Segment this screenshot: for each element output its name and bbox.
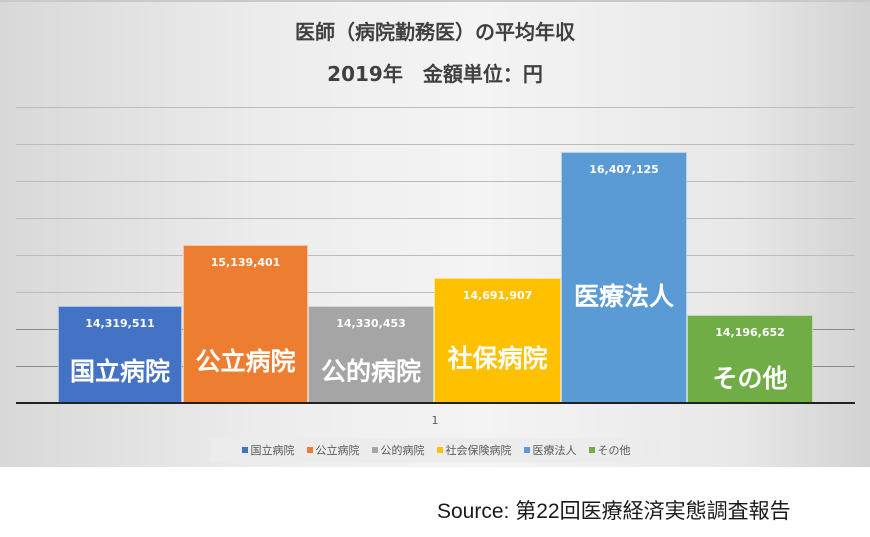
- data-label: 14,196,652: [715, 326, 785, 339]
- bar-social-insurance-hospital: 14,691,907 社保病院: [434, 278, 561, 403]
- bar-category-label: 公立病院: [195, 347, 296, 376]
- gridline: [16, 218, 855, 219]
- legend: 国立病院 公立病院 公的病院 社会保険病院 医療法人 その他: [210, 438, 662, 462]
- legend-item-quasi-public-hospital: 公的病院: [371, 442, 425, 458]
- source-caption: Source: 第22回医療経済実態調査報告: [437, 500, 791, 523]
- legend-item-medical-corporation: 医療法人: [523, 442, 577, 458]
- legend-item-other: その他: [588, 442, 631, 458]
- bar-category-label: その他: [712, 364, 788, 393]
- chart-area: 医師（病院勤務医）の平均年収 2019年 金額単位：円 14,319,511 国…: [0, 0, 870, 467]
- legend-label: 国立病院: [250, 444, 295, 457]
- bar-category-label: 国立病院: [69, 357, 170, 386]
- legend-label: 公立病院: [315, 444, 360, 457]
- legend-item-social-insurance-hospital: 社会保険病院: [436, 442, 512, 458]
- legend-label: 医療法人: [532, 444, 577, 457]
- legend-swatch-icon: [436, 447, 443, 453]
- legend-label: 社会保険病院: [445, 444, 512, 457]
- x-axis-tick-label: 1: [431, 414, 439, 427]
- x-axis-line: [16, 402, 855, 404]
- gridline: [16, 255, 855, 256]
- bar-public-hospital: 15,139,401 公立病院: [183, 245, 308, 403]
- data-label: 14,330,453: [336, 317, 406, 330]
- plot-area: 14,319,511 国立病院 15,139,401 公立病院 14,330,4…: [16, 107, 855, 404]
- bar-category-label: 公的病院: [320, 357, 421, 386]
- legend-swatch-icon: [588, 447, 595, 453]
- bar-national-hospital: 14,319,511 国立病院: [58, 306, 182, 403]
- gridline: [16, 107, 855, 108]
- data-label: 14,319,511: [85, 317, 155, 330]
- legend-swatch-icon: [241, 447, 248, 453]
- data-label: 14,691,907: [462, 289, 533, 302]
- bar-quasi-public-hospital: 14,330,453 公的病院: [308, 306, 434, 403]
- bar-category-label: 社保病院: [447, 344, 548, 373]
- data-label: 16,407,125: [589, 163, 659, 176]
- legend-label: 公的病院: [380, 444, 425, 457]
- legend-swatch-icon: [371, 447, 378, 453]
- chart-subtitle: 2019年 金額単位：円: [327, 62, 543, 86]
- legend-label: その他: [597, 444, 631, 457]
- bar-medical-corporation: 16,407,125 医療法人: [561, 152, 687, 403]
- bar-category-label: 医療法人: [573, 282, 674, 311]
- gridline: [16, 181, 855, 182]
- gridline: [16, 144, 855, 145]
- legend-swatch-icon: [306, 447, 313, 453]
- legend-item-national-hospital: 国立病院: [241, 442, 295, 458]
- chart-title: 医師（病院勤務医）の平均年収: [295, 20, 575, 44]
- legend-item-public-hospital: 公立病院: [306, 442, 360, 458]
- legend-swatch-icon: [523, 447, 530, 453]
- data-label: 15,139,401: [210, 256, 281, 269]
- bar-other: 14,196,652 その他: [687, 315, 813, 403]
